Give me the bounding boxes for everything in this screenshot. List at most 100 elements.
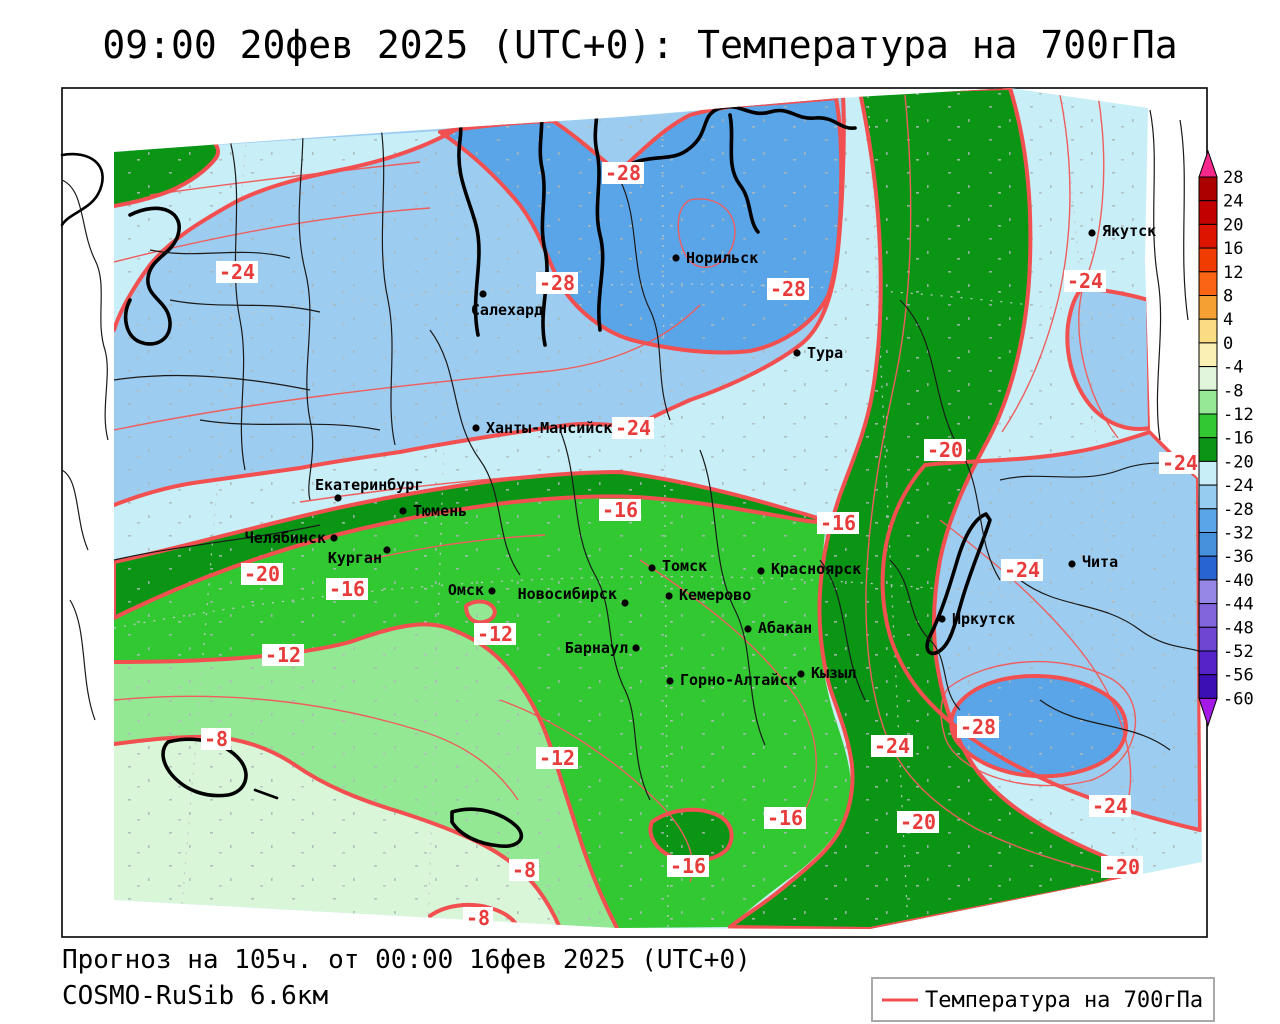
colorbar-step [1198, 413, 1218, 439]
colorbar-step [1198, 650, 1218, 676]
contour-label: -12 [539, 746, 575, 770]
city-label: Салехард [471, 301, 543, 319]
page-title: 09:00 20фев 2025 (UTC+0): Температура на… [102, 23, 1177, 67]
city-label: Горно-Алтайск [680, 671, 797, 689]
colorbar-step [1198, 555, 1218, 581]
city-dot [666, 677, 674, 685]
contour-label-box [326, 578, 368, 600]
colorbar-step [1198, 460, 1218, 486]
geography-outside [60, 109, 1189, 721]
contour-label: -12 [477, 622, 513, 646]
lake-baikal [925, 512, 992, 656]
contour-label-box [509, 859, 539, 881]
contour-label: -20 [927, 438, 963, 462]
colorbar-step [1198, 342, 1218, 368]
contour-label: -24 [1004, 558, 1040, 582]
yenisei-gulf-coast [593, 98, 605, 332]
colorbar-tick-label: -8 [1223, 381, 1243, 401]
taymyr-bay [728, 113, 760, 234]
city-label: Новосибирск [518, 585, 617, 603]
contour-label-box [667, 855, 709, 877]
contour-label-box [602, 162, 644, 184]
contour-label-box [1159, 452, 1201, 474]
colorbar-step [1198, 508, 1218, 533]
city-label: Кызыл [811, 664, 856, 682]
colorbar-tick-label: 24 [1223, 192, 1243, 212]
colorbar-step [1198, 295, 1218, 320]
contour-label-layer: -28 -24 -28 -28 -24 -24 -20 -24 -16 -16 -24 -20 -16 -… [201, 161, 1201, 930]
legend-border [871, 977, 1215, 1022]
contour-label-box [241, 563, 283, 585]
contour-label: -16 [329, 577, 365, 601]
contour-label-box [897, 811, 939, 833]
lake-zaysan [450, 807, 524, 848]
colorbar-step [1198, 532, 1218, 557]
city-label: Ханты-Мансийск [486, 419, 612, 437]
city-label: Красноярск [771, 560, 861, 578]
contour-label-box [764, 807, 806, 829]
city-dot [399, 507, 407, 515]
colorbar-tick-label: 16 [1223, 239, 1243, 259]
contour-label: -8 [512, 858, 536, 882]
contour-label: -24 [1162, 451, 1198, 475]
contour-label: -28 [960, 715, 996, 739]
contour-label: -8 [466, 906, 490, 930]
colorbar-tick-label: 12 [1223, 263, 1243, 283]
city-label: Норильск [686, 249, 758, 267]
contour-label-box [599, 499, 641, 521]
colorbar-step [1198, 484, 1218, 510]
contour-label-box [1089, 795, 1131, 817]
city-dot [330, 534, 338, 542]
colorbar-step [1198, 674, 1218, 699]
contour-label: -28 [605, 161, 641, 185]
colorbar-step [1198, 200, 1218, 225]
colorbar-step [1198, 626, 1218, 652]
city-dot [672, 254, 680, 262]
colorbar-tick-label: 4 [1223, 310, 1233, 330]
city-label: Абакан [758, 619, 812, 637]
colorbar-tick-label: -12 [1223, 405, 1254, 425]
contour-label: -28 [539, 271, 575, 295]
city-label: Челябинск [245, 529, 326, 547]
colorbar-step [1198, 437, 1218, 462]
city-dot [1088, 229, 1096, 237]
city-dot [793, 349, 801, 357]
contour-label-box [1001, 559, 1043, 581]
city-label: Иркутск [952, 610, 1015, 628]
city-dot [479, 290, 487, 298]
colorbar-tick-label: -52 [1223, 642, 1254, 662]
colorbar-above-arrow [1198, 149, 1218, 178]
forecast-info: Прогноз на 105ч. от 00:00 16фев 2025 (UT… [62, 945, 751, 975]
city-label: Чита [1082, 553, 1118, 571]
legend-box: Температура на 700гПа [871, 977, 1215, 1022]
city-label: Якутск [1102, 222, 1156, 240]
contour-label-box [612, 417, 654, 439]
colorbar-step [1198, 223, 1218, 249]
colorbar-tick-label: -44 [1223, 595, 1254, 615]
city-dot [757, 567, 765, 575]
city-label: Томск [662, 557, 707, 575]
contour-label: -8 [204, 727, 228, 751]
city-dot [648, 564, 656, 572]
legend-label: Температура на 700гПа [925, 988, 1203, 1013]
city-dot [1068, 560, 1076, 568]
colorbar-step [1198, 603, 1218, 628]
colorbar-tick-label: -32 [1223, 524, 1254, 544]
taymyr-coast [618, 104, 857, 172]
colorbar-step [1198, 247, 1218, 273]
contour-label-box [216, 261, 258, 283]
city-dot [472, 424, 480, 432]
city-dot [744, 625, 752, 633]
white-sea-coast [123, 206, 181, 346]
contour-label-box [536, 747, 578, 769]
colorbar-step [1198, 366, 1218, 391]
contour-label: -20 [900, 810, 936, 834]
contour-label: -16 [767, 806, 803, 830]
contour-label: -28 [770, 277, 806, 301]
city-label: Екатеринбург [315, 476, 423, 494]
colorbar-tick-label: -24 [1223, 476, 1254, 496]
city-dot [621, 599, 629, 607]
model-name: COSMO-RuSib 6.6км [62, 981, 328, 1011]
contour-label: -24 [874, 734, 910, 758]
